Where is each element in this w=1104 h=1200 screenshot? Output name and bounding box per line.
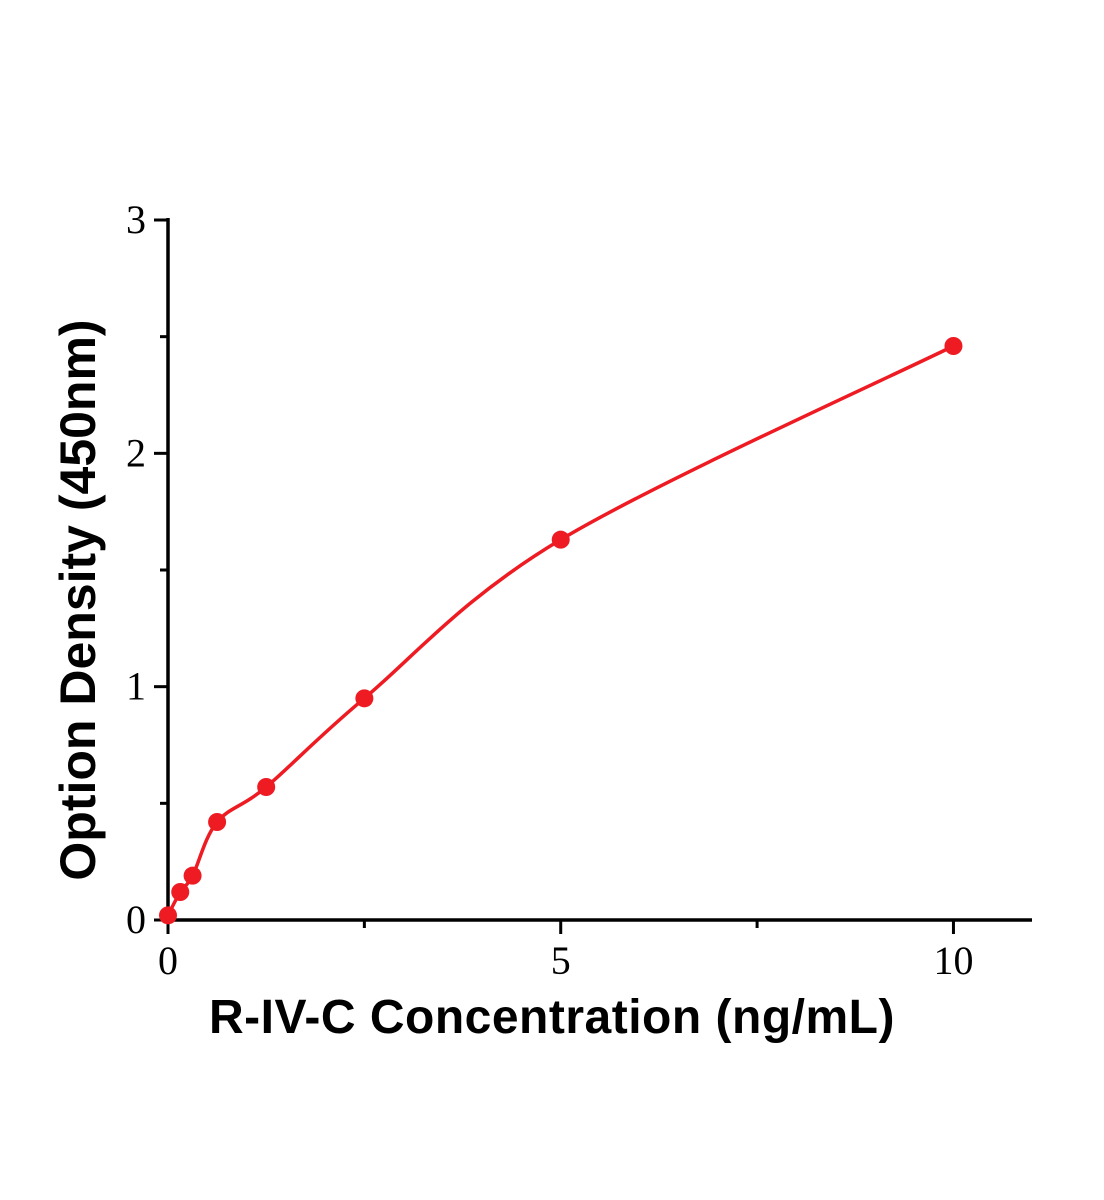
y-axis-label: Option Density (450nm) (50, 319, 106, 881)
data-point (257, 778, 276, 796)
data-point (944, 337, 963, 355)
y-tick-label: 1 (126, 664, 146, 709)
data-point (551, 530, 570, 549)
data-point (355, 689, 374, 708)
x-tick-label: 10 (933, 938, 973, 983)
data-point (159, 906, 177, 925)
data-point (171, 883, 190, 901)
x-axis-label: R-IV-C Concentration (ng/mL) (209, 991, 895, 1044)
x-tick-label: 5 (551, 938, 571, 983)
y-tick-label: 2 (126, 430, 146, 475)
data-point (183, 866, 202, 885)
fit-curve (166, 344, 956, 918)
y-tick-label: 0 (126, 897, 146, 942)
x-tick-label: 0 (158, 938, 178, 983)
y-tick-label: 3 (126, 197, 146, 242)
data-point (208, 813, 227, 831)
